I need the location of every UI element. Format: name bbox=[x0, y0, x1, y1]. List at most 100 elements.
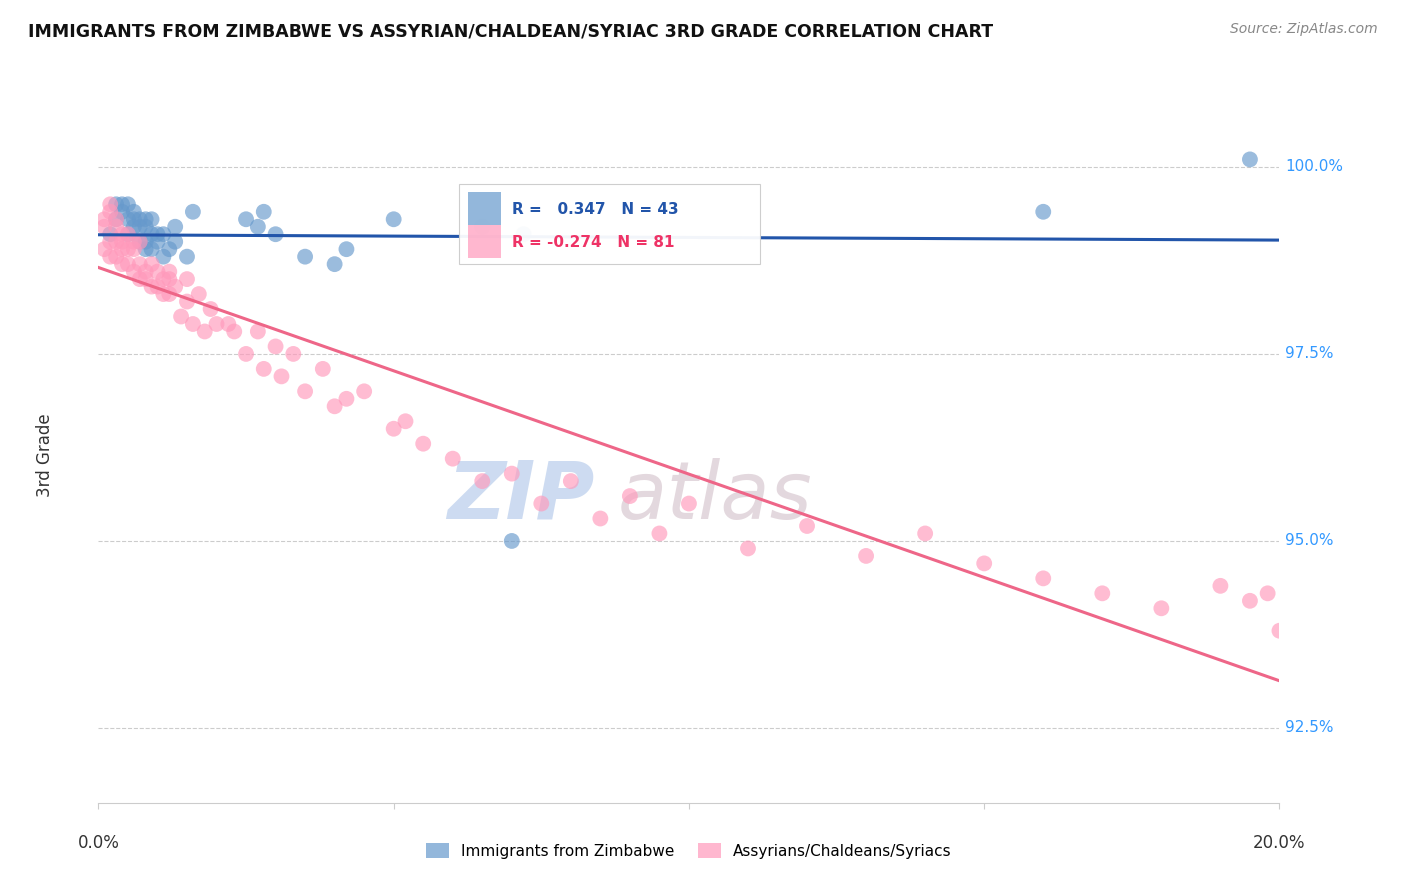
Text: 95.0%: 95.0% bbox=[1285, 533, 1334, 549]
FancyBboxPatch shape bbox=[468, 225, 501, 258]
Point bbox=[128, 219, 150, 234]
Point bbox=[122, 204, 145, 219]
Point bbox=[1209, 579, 1232, 593]
Point bbox=[105, 212, 128, 227]
Point bbox=[501, 533, 523, 548]
Point bbox=[187, 287, 209, 301]
Text: 92.5%: 92.5% bbox=[1285, 721, 1334, 736]
Point bbox=[157, 242, 180, 256]
Point bbox=[501, 467, 523, 481]
Text: 20.0%: 20.0% bbox=[1253, 834, 1306, 852]
Point bbox=[382, 212, 405, 227]
Text: Source: ZipAtlas.com: Source: ZipAtlas.com bbox=[1230, 22, 1378, 37]
Point bbox=[105, 250, 128, 264]
Point bbox=[737, 541, 759, 556]
Point bbox=[312, 362, 335, 376]
Point bbox=[135, 235, 157, 249]
Point bbox=[98, 250, 121, 264]
Point bbox=[412, 436, 434, 450]
Point bbox=[141, 227, 163, 242]
Point bbox=[98, 204, 121, 219]
Legend: Immigrants from Zimbabwe, Assyrians/Chaldeans/Syriacs: Immigrants from Zimbabwe, Assyrians/Chal… bbox=[420, 837, 957, 864]
Point bbox=[128, 257, 150, 271]
Text: atlas: atlas bbox=[619, 458, 813, 536]
Text: IMMIGRANTS FROM ZIMBABWE VS ASSYRIAN/CHALDEAN/SYRIAC 3RD GRADE CORRELATION CHART: IMMIGRANTS FROM ZIMBABWE VS ASSYRIAN/CHA… bbox=[28, 22, 993, 40]
Point bbox=[152, 227, 174, 242]
Point bbox=[246, 325, 269, 339]
Point bbox=[176, 250, 198, 264]
Point bbox=[855, 549, 877, 563]
Point bbox=[246, 219, 269, 234]
Point bbox=[323, 399, 346, 413]
Text: ZIP: ZIP bbox=[447, 458, 595, 536]
Point bbox=[973, 557, 995, 571]
Point bbox=[382, 422, 405, 436]
Point bbox=[117, 242, 139, 256]
Point bbox=[205, 317, 228, 331]
Point bbox=[1032, 204, 1054, 219]
Point bbox=[165, 279, 187, 293]
Point bbox=[512, 227, 534, 242]
Point bbox=[294, 250, 316, 264]
Point bbox=[111, 257, 134, 271]
Point bbox=[181, 317, 204, 331]
Point bbox=[141, 257, 163, 271]
Point bbox=[323, 257, 346, 271]
Point bbox=[105, 212, 128, 227]
Point bbox=[152, 250, 174, 264]
Point bbox=[224, 325, 246, 339]
Point bbox=[122, 265, 145, 279]
Point bbox=[117, 212, 139, 227]
Point bbox=[796, 519, 818, 533]
Point bbox=[176, 294, 198, 309]
Point bbox=[157, 265, 180, 279]
Point bbox=[146, 227, 169, 242]
Point bbox=[1150, 601, 1173, 615]
Point bbox=[270, 369, 292, 384]
Point bbox=[1268, 624, 1291, 638]
Point bbox=[1239, 153, 1261, 167]
Point bbox=[471, 219, 494, 234]
Point bbox=[135, 242, 157, 256]
Point bbox=[141, 212, 163, 227]
Text: 0.0%: 0.0% bbox=[77, 834, 120, 852]
Point bbox=[217, 317, 239, 331]
Point bbox=[128, 212, 150, 227]
Point bbox=[176, 272, 198, 286]
Point bbox=[1239, 594, 1261, 608]
Point bbox=[122, 212, 145, 227]
Point bbox=[165, 219, 187, 234]
Point bbox=[135, 265, 157, 279]
Point bbox=[111, 197, 134, 211]
Point bbox=[253, 204, 276, 219]
Point bbox=[1091, 586, 1114, 600]
Point bbox=[93, 212, 115, 227]
Point bbox=[194, 325, 217, 339]
Text: R = -0.274   N = 81: R = -0.274 N = 81 bbox=[512, 235, 675, 250]
Text: 97.5%: 97.5% bbox=[1285, 346, 1334, 361]
Point bbox=[98, 227, 121, 242]
Point bbox=[146, 279, 169, 293]
Point bbox=[141, 279, 163, 293]
Point bbox=[122, 219, 145, 234]
Point bbox=[648, 526, 671, 541]
Point bbox=[98, 235, 121, 249]
Point bbox=[135, 219, 157, 234]
Point bbox=[283, 347, 305, 361]
Point bbox=[914, 526, 936, 541]
Point bbox=[678, 497, 700, 511]
Point bbox=[235, 347, 257, 361]
Point bbox=[135, 212, 157, 227]
Point bbox=[93, 219, 115, 234]
Point bbox=[157, 272, 180, 286]
Point bbox=[619, 489, 641, 503]
Point bbox=[560, 474, 582, 488]
Point bbox=[111, 242, 134, 256]
Point bbox=[441, 451, 464, 466]
Point bbox=[200, 301, 222, 316]
Point bbox=[157, 287, 180, 301]
Point bbox=[152, 272, 174, 286]
Point bbox=[105, 219, 128, 234]
Point bbox=[117, 197, 139, 211]
Point bbox=[264, 339, 287, 353]
